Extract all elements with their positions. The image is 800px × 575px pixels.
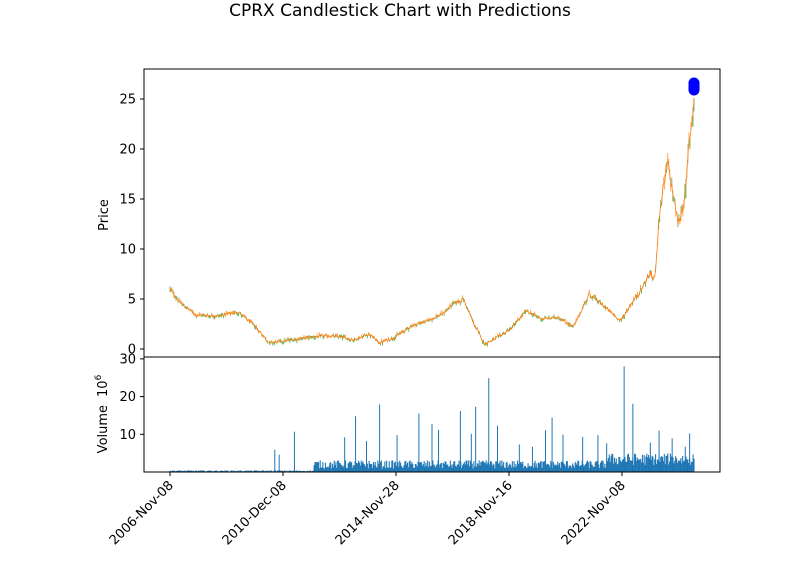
price-y-tick-label: 5: [128, 293, 136, 308]
price-predictions: [688, 77, 700, 96]
volume-y-tick-label: 20: [119, 390, 136, 405]
volume-y-tick-label: 30: [119, 352, 136, 367]
chart-title: CPRX Candlestick Chart with Predictions: [229, 1, 571, 21]
volume-y-axis-label: Volume 106: [94, 374, 111, 453]
price-y-axis-label: Price: [97, 199, 112, 231]
price-y-tick-label: 20: [119, 143, 136, 158]
prediction-point: [688, 84, 700, 96]
volume-label-exponent: 6: [94, 374, 104, 380]
x-tick-label: 2006-Nov-08: [107, 478, 177, 548]
volume-label-word: Volume: [96, 405, 111, 453]
price-candles: [169, 97, 695, 347]
volume-y-tick-label: 10: [119, 428, 136, 443]
price-y-tick-label: 15: [119, 193, 136, 208]
volume-label-multiplier: 10: [96, 380, 111, 397]
volume-y-ticks: 10 20 30: [119, 352, 144, 443]
x-tick-label: 2014-Nov-28: [333, 478, 403, 548]
price-panel: 0 5 10 15 20 25 Price: [97, 68, 721, 358]
x-ticks: 2006-Nov-08 2010-Dec-08 2014-Nov-28 2018-No…: [107, 472, 629, 548]
x-tick-label: 2018-Nov-16: [446, 478, 516, 548]
price-y-tick-label: 0: [128, 343, 136, 358]
x-tick-label: 2022-Nov-08: [559, 478, 629, 548]
volume-bars: [169, 366, 695, 472]
price-y-ticks: 0 5 10 15 20 25: [119, 93, 144, 358]
price-y-tick-label: 10: [119, 243, 136, 258]
x-tick-label: 2010-Dec-08: [220, 478, 290, 548]
volume-panel-frame: [143, 356, 721, 473]
price-y-tick-label: 25: [119, 93, 136, 108]
price-close-line: [169, 98, 695, 347]
